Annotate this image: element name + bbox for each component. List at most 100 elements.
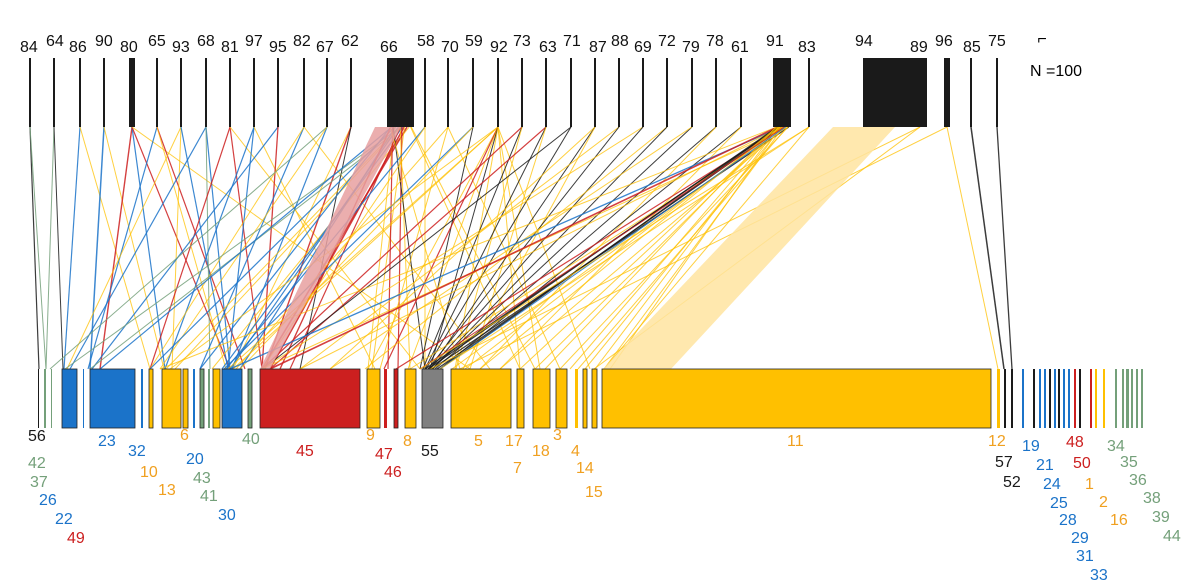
bottom-label-49: 49 (67, 530, 85, 547)
bottom-cluster-49 (1126, 369, 1129, 428)
flow-line-109 (299, 126, 782, 370)
bottom-cluster-9 (182, 368, 189, 429)
top-label-93: 93 (172, 39, 190, 56)
bottom-label-28: 28 (1059, 512, 1077, 529)
flow-line-52 (289, 126, 402, 370)
bottom-label-57: 57 (995, 454, 1013, 471)
bottom-cluster-2 (51, 369, 52, 428)
top-cluster-96 (944, 58, 950, 127)
flow-line-3 (53, 126, 64, 370)
flow-line-100 (329, 126, 693, 370)
top-cluster-70 (447, 58, 449, 127)
bottom-label-7: 7 (513, 460, 522, 477)
top-label-71: 71 (563, 33, 581, 50)
top-label-94: 94 (855, 33, 873, 50)
top-cluster-69 (642, 58, 644, 127)
flow-lines (29, 126, 1013, 370)
top-label-90: 90 (95, 33, 113, 50)
top-cluster-67 (326, 58, 328, 127)
bottom-cluster-5 (89, 368, 136, 429)
bottom-cluster-18 (384, 369, 387, 428)
top-cluster-72 (666, 58, 668, 127)
flow-line-99 (431, 126, 693, 370)
top-label-83: 83 (798, 39, 816, 56)
top-cluster-80 (129, 58, 135, 127)
bottom-cluster-41 (1068, 369, 1070, 428)
flow-line-69 (419, 126, 474, 370)
flow-line-70 (239, 126, 474, 370)
flow-line-134 (439, 126, 810, 370)
bottom-cluster-19 (393, 368, 399, 429)
flow-line-19 (205, 126, 231, 370)
flow-line-135 (603, 126, 810, 370)
flow-line-66 (379, 126, 449, 370)
top-label-75: 75 (988, 33, 1006, 50)
top-label-67: 67 (316, 39, 334, 56)
bottom-cluster-16 (259, 368, 361, 429)
top-cluster-92 (497, 58, 499, 127)
top-label-91: 91 (766, 33, 784, 50)
flow-line-138 (946, 126, 999, 370)
flow-line-21 (149, 126, 231, 370)
top-label-82: 82 (293, 33, 311, 50)
flow-line-133 (419, 126, 810, 370)
bottom-cluster-26 (575, 369, 578, 428)
bottom-cluster-7 (148, 368, 154, 429)
bottom-cluster-1 (44, 369, 46, 428)
bottom-label-48: 48 (1066, 434, 1084, 451)
flow-line-123 (544, 126, 777, 370)
bottom-cluster-11 (199, 368, 205, 429)
bottom-label-42: 42 (28, 455, 46, 472)
top-cluster-97 (253, 58, 255, 127)
flow-line-121 (519, 126, 781, 370)
bottom-label-5: 5 (474, 433, 483, 450)
top-cluster-91 (773, 58, 791, 127)
flow-line-8 (99, 126, 133, 370)
top-cluster-83 (808, 58, 810, 127)
flow-bands (260, 127, 895, 369)
flow-line-4 (63, 126, 81, 370)
top-cluster-75 (996, 58, 998, 127)
bottom-label-50: 50 (1073, 455, 1091, 472)
bottom-clusters (38, 368, 1143, 429)
bottom-label-43: 43 (193, 470, 211, 487)
bottom-label-18: 18 (532, 443, 550, 460)
bottom-label-32: 32 (128, 443, 146, 460)
top-cluster-73 (521, 58, 523, 127)
bottom-label-56: 56 (28, 428, 46, 445)
bottom-label-8: 8 (403, 433, 412, 450)
bottom-label-25: 25 (1050, 495, 1068, 512)
top-cluster-65 (156, 58, 158, 127)
top-cluster-87 (594, 58, 596, 127)
top-cluster-61 (740, 58, 742, 127)
flow-line-58 (392, 126, 426, 370)
bottom-cluster-29 (601, 368, 992, 429)
top-label-92: 92 (490, 39, 508, 56)
top-cluster-79 (691, 58, 693, 127)
bottom-cluster-36 (1044, 369, 1046, 428)
top-label-88: 88 (611, 33, 629, 50)
top-cluster-68 (205, 58, 207, 127)
bottom-label-47: 47 (375, 446, 393, 463)
top-cluster-66 (387, 58, 414, 127)
top-label-84: 84 (20, 39, 38, 56)
bottom-label-36: 36 (1129, 472, 1147, 489)
top-label-65: 65 (148, 33, 166, 50)
bottom-cluster-6 (141, 369, 143, 428)
flow-line-90 (329, 126, 596, 370)
flow-line-122 (534, 126, 781, 370)
flow-line-91 (429, 126, 596, 370)
top-label-72: 72 (658, 33, 676, 50)
bottom-cluster-4 (83, 369, 84, 428)
flow-line-68 (223, 126, 474, 370)
bottom-label-17: 17 (505, 433, 523, 450)
top-cluster-85 (970, 58, 972, 127)
bottom-label-6: 6 (180, 427, 189, 444)
flow-line-114 (431, 126, 790, 370)
bottom-label-10: 10 (140, 464, 158, 481)
flow-line-72 (227, 126, 499, 370)
bottom-cluster-51 (1136, 369, 1138, 428)
bottom-label-15: 15 (585, 484, 603, 501)
flow-line-141 (996, 126, 1013, 370)
